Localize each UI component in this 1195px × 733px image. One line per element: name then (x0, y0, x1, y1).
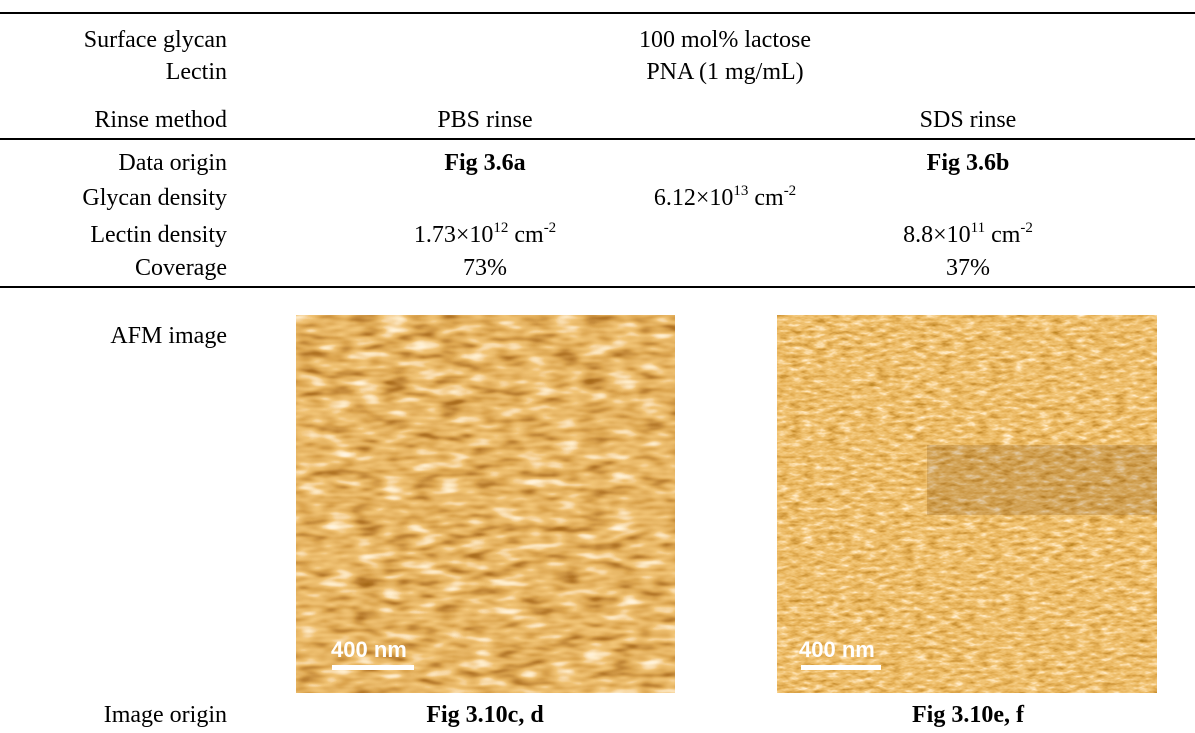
cell: Fig 3.6b (926, 150, 1010, 176)
cell: Fig 3.10c, d (426, 702, 544, 728)
exponent: 11 (970, 220, 986, 236)
cell: Fig 3.10e, f (912, 702, 1024, 728)
unit: cm (748, 185, 784, 211)
mid-rule (0, 286, 1195, 288)
row-label: Image origin (103, 702, 227, 728)
cell: 73% (463, 255, 507, 281)
exponent: -2 (1020, 220, 1033, 236)
scale-bar (332, 665, 414, 670)
exponent: 13 (733, 183, 749, 199)
cell: 6.12×1013 cm-2 (654, 184, 796, 212)
scale-bar (801, 665, 881, 670)
row-label: Lectin (165, 59, 227, 85)
unit: cm (508, 222, 544, 248)
cell: SDS rinse (919, 107, 1017, 133)
row-label: Glycan density (82, 185, 227, 211)
afm-image: 400 nm (296, 315, 675, 693)
row-label: Data origin (118, 150, 227, 176)
cell: 37% (946, 255, 990, 281)
cell: PNA (1 mg/mL) (646, 59, 804, 85)
afm-image: 400 nm (777, 315, 1157, 693)
row-label: Lectin density (90, 222, 227, 248)
scale-bar-label: 400 nm (331, 637, 407, 662)
mantissa: 1.73×10 (413, 222, 494, 248)
cell: PBS rinse (437, 107, 533, 133)
top-rule (0, 12, 1195, 14)
cell: 8.8×1011 cm-2 (903, 221, 1033, 249)
cell: Fig 3.6a (444, 150, 526, 176)
mid-rule (0, 138, 1195, 140)
exponent: 12 (493, 220, 509, 236)
exponent: -2 (783, 183, 797, 199)
scale-bar-label: 400 nm (799, 637, 875, 662)
mantissa: 6.12×10 (653, 185, 734, 211)
row-label: AFM image (110, 323, 227, 349)
afm-texture (777, 315, 1157, 693)
row-label: Surface glycan (83, 27, 227, 53)
unit: cm (985, 222, 1021, 248)
afm-texture (296, 315, 675, 693)
cell: 100 mol% lactose (639, 27, 811, 53)
row-label: Coverage (135, 255, 227, 281)
exponent: -2 (543, 220, 557, 236)
row-label: Rinse method (94, 107, 227, 133)
mantissa: 8.8×10 (903, 222, 971, 248)
afm-shade (927, 445, 1157, 515)
cell: 1.73×1012 cm-2 (414, 221, 556, 249)
